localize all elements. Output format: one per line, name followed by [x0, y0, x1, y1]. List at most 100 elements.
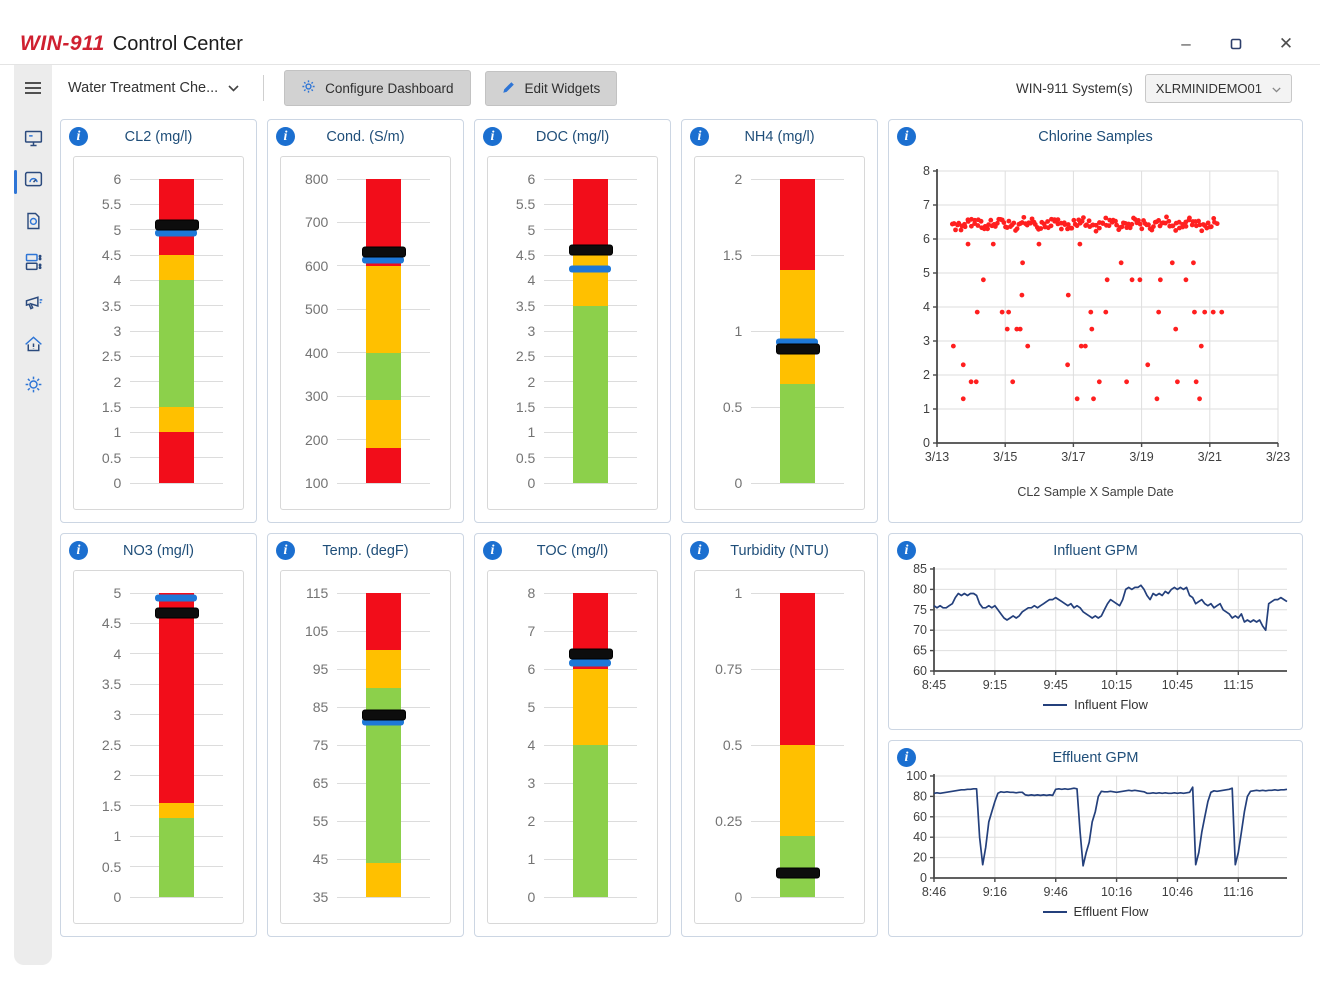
- gauge-tick-label: 1: [527, 851, 536, 867]
- gauge-zone-yellow: [158, 802, 194, 818]
- cl2-title: CL2 (mg/l): [124, 129, 193, 145]
- svg-text:10:45: 10:45: [1162, 678, 1193, 692]
- gauge-tick-label: 2: [734, 171, 743, 187]
- effluent-legend-label: Effluent Flow: [1073, 904, 1149, 919]
- info-icon[interactable]: i: [897, 541, 916, 560]
- gauge-zone-green: [365, 352, 401, 401]
- influent-plot: 60 65 70 75 80 85 8:45 9:15 9:45 10:15 10:45 11:15: [913, 563, 1288, 692]
- temp-gauge-panel: 35 45 55 65 75 85 95 105 115: [280, 570, 451, 924]
- gauge-zone-yellow: [365, 265, 401, 353]
- toolbar-divider: [263, 75, 265, 101]
- svg-text:75: 75: [913, 603, 927, 617]
- influent-widget: i Influent GPM 60 65 70 75 80 85 8:45 9:15 9:45 10:…: [888, 533, 1303, 730]
- gauge-zone-yellow: [365, 400, 401, 449]
- no3-widget: i NO3 (mg/l) 0 0.5 1 1.5 2 2.5 3 3.5 4 4.5 5: [60, 533, 257, 937]
- gauge-tick-label: 0: [113, 475, 122, 491]
- dashboard-gauge-icon: [23, 169, 44, 195]
- svg-text:70: 70: [913, 623, 927, 637]
- info-icon[interactable]: i: [276, 541, 295, 560]
- gauge-tick-label: 0: [113, 889, 122, 905]
- gauge-tick-label: 800: [304, 171, 329, 187]
- gauge-tick-label: 35: [312, 889, 329, 905]
- gauge-zone-yellow: [365, 650, 401, 688]
- info-icon[interactable]: i: [897, 748, 916, 767]
- chlorine-widget: i Chlorine Samples 0 1 2 3 4 5 6 7 8 3/13 3/15 3/17 3/…: [888, 119, 1303, 523]
- system-selector[interactable]: XLRMINIDEMO01: [1144, 73, 1292, 103]
- page-title: Control Center: [112, 32, 243, 55]
- gauge-tick-label: 0.75: [715, 661, 743, 677]
- info-icon[interactable]: i: [69, 541, 88, 560]
- cond-black-marker: [362, 246, 407, 258]
- svg-text:7: 7: [923, 198, 930, 212]
- svg-text:40: 40: [913, 830, 927, 844]
- effluent-plot: 0 20 40 60 80 100 8:46 9:16 9:46 10:16 10:46 11:16: [906, 770, 1288, 899]
- gauge-tick-label: 500: [304, 301, 329, 318]
- sidebar-item-notifications[interactable]: [18, 292, 48, 318]
- info-icon[interactable]: i: [690, 541, 709, 560]
- hamburger-icon: [24, 81, 42, 100]
- svg-text:3/23: 3/23: [1266, 450, 1290, 464]
- info-icon[interactable]: i: [897, 127, 916, 146]
- gauge-tick-label: 1.5: [101, 797, 122, 814]
- window-controls: – ✕: [1176, 34, 1296, 54]
- gauge-tick-label: 600: [304, 257, 329, 274]
- sidebar-item-settings[interactable]: [18, 374, 48, 400]
- gear-icon: [301, 79, 316, 97]
- gauge-tick-label: 200: [304, 431, 329, 448]
- svg-text:1: 1: [923, 402, 930, 416]
- no3-blue-marker: [155, 594, 198, 602]
- gauge-tick-label: 85: [312, 699, 329, 715]
- sidebar-item-alarms[interactable]: [18, 333, 48, 359]
- info-icon[interactable]: i: [276, 127, 295, 146]
- win911-logo: WIN-911: [20, 32, 105, 55]
- gauge-tick-label: 2.5: [101, 348, 122, 365]
- info-icon[interactable]: i: [69, 127, 88, 146]
- gauge-tick-label: 5: [527, 699, 536, 715]
- gauge-tick-label: 3: [527, 775, 536, 791]
- chlorine-plot: 0 1 2 3 4 5 6 7 8 3/13 3/15 3/17 3/19 3/21 3/23: [923, 164, 1290, 464]
- gauge-gridline: [750, 896, 844, 898]
- gauge-zone-yellow: [158, 407, 194, 433]
- gauge-zone-green: [779, 836, 815, 897]
- sidebar-item-reports[interactable]: [18, 210, 48, 236]
- svg-text:11:16: 11:16: [1223, 885, 1253, 899]
- sidebar-item-menu[interactable]: [18, 77, 48, 103]
- cl2-blue-marker: [155, 229, 198, 237]
- gauge-tick-label: 1: [113, 424, 122, 441]
- no3-black-marker: [155, 607, 200, 619]
- gear-icon: [23, 374, 44, 400]
- info-icon[interactable]: i: [483, 541, 502, 560]
- effluent-title: Effluent GPM: [1052, 750, 1139, 766]
- close-icon[interactable]: ✕: [1278, 34, 1294, 53]
- no3-title: NO3 (mg/l): [123, 543, 194, 559]
- gauge-tick-label: 55: [312, 813, 329, 829]
- gauge-tick-label: 0: [527, 475, 536, 491]
- svg-text:80: 80: [913, 582, 927, 596]
- nh4-title: NH4 (mg/l): [744, 129, 815, 145]
- sidebar-item-dashboards[interactable]: [14, 169, 48, 195]
- gauge-tick-label: 100: [304, 475, 329, 491]
- sidebar-item-monitoring[interactable]: [18, 128, 48, 154]
- configure-dashboard-button[interactable]: Configure Dashboard: [284, 70, 471, 106]
- gauge-zone-red: [365, 448, 401, 483]
- maximize-icon[interactable]: [1226, 34, 1246, 54]
- gauge-tick-label: 1.5: [515, 399, 536, 415]
- svg-text:3/19: 3/19: [1129, 450, 1153, 464]
- nh4-black-marker: [776, 343, 821, 355]
- info-icon[interactable]: i: [690, 127, 709, 146]
- doc-widget: i DOC (mg/l) 0 0.5 1 1.5 2 2.5 3 3.5 4 4.5 5 5.5 6: [474, 119, 671, 523]
- gauge-tick-label: 105: [304, 623, 329, 639]
- svg-text:5: 5: [923, 266, 930, 280]
- info-icon[interactable]: i: [483, 127, 502, 146]
- gauge-tick-label: 1: [527, 424, 536, 441]
- sidebar-item-widgets[interactable]: [18, 251, 48, 277]
- gauge-tick-label: 7: [527, 623, 536, 639]
- gauge-gridline: [336, 482, 430, 484]
- no3-gauge-panel: 0 0.5 1 1.5 2 2.5 3 3.5 4 4.5 5: [73, 570, 244, 924]
- svg-text:0: 0: [923, 436, 930, 450]
- dashboard-selector[interactable]: Water Treatment Che...: [64, 74, 243, 102]
- gauge-tick-label: 3.5: [101, 297, 122, 314]
- edit-widgets-button[interactable]: Edit Widgets: [484, 70, 618, 106]
- cond-gauge-panel: 100 200 300 400 500 600 700 800: [280, 156, 451, 510]
- minimize-icon[interactable]: –: [1181, 34, 1191, 53]
